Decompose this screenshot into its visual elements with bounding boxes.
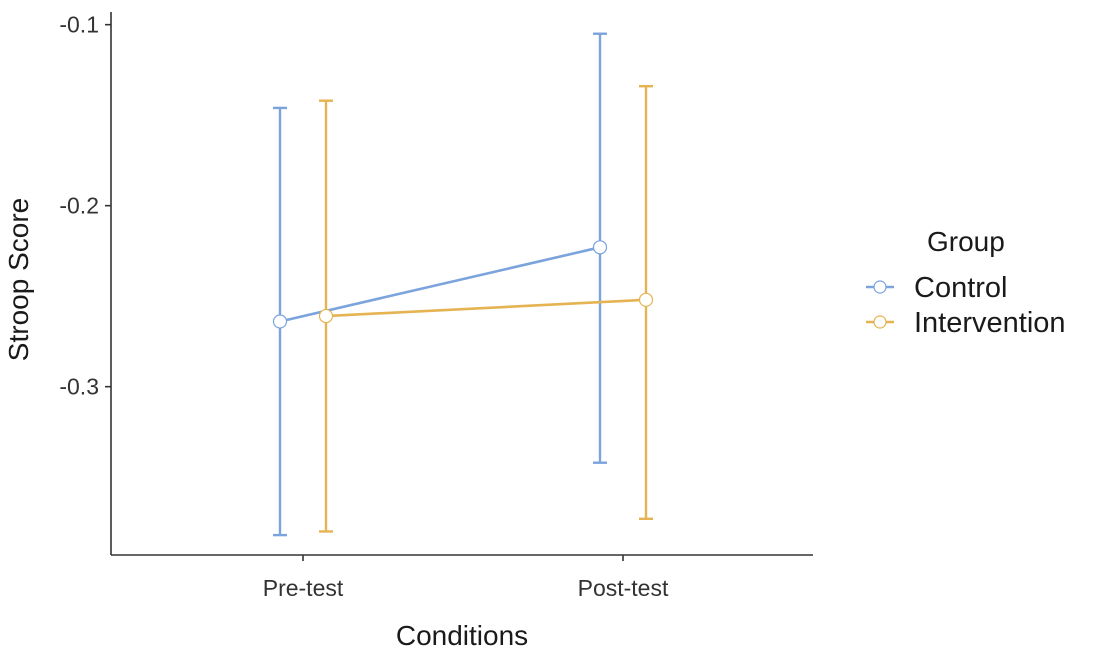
x-axis-title: Conditions (396, 620, 528, 651)
legend-item-intervention: Intervention (866, 307, 1066, 339)
legend-item-control: Control (866, 272, 1008, 304)
series-intervention (318, 85, 654, 533)
y-tick-label: -0.1 (59, 12, 99, 38)
plot-area: -0.1 -0.2 -0.3 Pre-test Post-test (59, 12, 813, 601)
data-point (318, 308, 334, 324)
data-point (638, 292, 654, 307)
data-point (592, 240, 608, 255)
legend-key-point (873, 280, 887, 294)
legend-title: Group (927, 226, 1005, 257)
y-tick-label: -0.2 (59, 193, 99, 219)
series-line (325, 298, 647, 318)
legend-label: Control (914, 272, 1008, 304)
series-line (279, 246, 601, 323)
y-axis-title: Stroop Score (3, 198, 34, 361)
y-axis-ticks: -0.1 -0.2 -0.3 (59, 12, 111, 400)
series-layer (272, 32, 654, 537)
data-point (272, 314, 288, 329)
legend-key-point (873, 315, 887, 329)
x-tick-label: Post-test (578, 575, 669, 601)
legend-label: Intervention (914, 307, 1066, 339)
series-control (272, 32, 608, 537)
x-axis-ticks: Pre-test Post-test (263, 555, 669, 601)
y-tick-label: -0.3 (59, 374, 99, 400)
x-tick-label: Pre-test (263, 575, 344, 601)
